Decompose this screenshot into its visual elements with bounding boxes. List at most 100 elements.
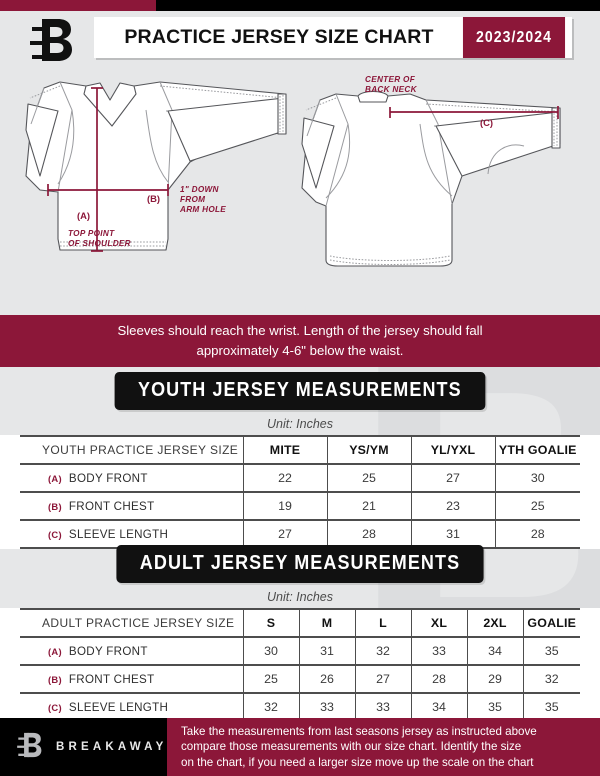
table-row: (C) SLEEVE LENGTH 32 33 33 34 35 35 xyxy=(20,693,580,722)
footer-brand-name: BREAKAWAY xyxy=(56,741,168,753)
label-c-note-2: BACK NECK xyxy=(365,85,418,94)
youth-row-b-tag: (B) xyxy=(48,500,62,512)
label-b-note-2: FROM xyxy=(180,195,205,204)
youth-section: YOUTH JERSEY MEASUREMENTS Unit: Inches Y… xyxy=(0,372,600,549)
youth-section-title: YOUTH JERSEY MEASUREMENTS xyxy=(114,372,486,410)
youth-c-mite: 27 xyxy=(243,520,328,549)
table-row: (A) BODY FRONT 22 25 27 30 xyxy=(20,464,580,493)
adult-col-l: L xyxy=(355,608,412,638)
adult-a-goalie: 35 xyxy=(523,637,580,666)
breakaway-b-logo-icon xyxy=(28,15,80,65)
youth-row-header: YOUTH PRACTICE JERSEY SIZE xyxy=(20,435,244,465)
table-header-row: YOUTH PRACTICE JERSEY SIZE MITE YS/YM YL… xyxy=(20,435,580,465)
adult-b-xl: 28 xyxy=(411,665,468,694)
adult-row-c-label: (C) SLEEVE LENGTH xyxy=(20,693,244,722)
adult-a-l: 32 xyxy=(355,637,412,666)
youth-row-c-label: (C) SLEEVE LENGTH xyxy=(20,520,244,549)
youth-row-b-text: FRONT CHEST xyxy=(68,499,155,513)
season-badge: 2023/2024 xyxy=(462,17,566,58)
fit-note-banner: Sleeves should reach the wrist. Length o… xyxy=(0,315,600,367)
fit-note-line-2: approximately 4-6" below the waist. xyxy=(196,343,404,358)
adult-row-a-label: (A) BODY FRONT xyxy=(20,637,244,666)
footer-brand-block: BREAKAWAY xyxy=(0,718,167,776)
adult-table-band: ADULT PRACTICE JERSEY SIZE S M L XL 2XL … xyxy=(0,608,600,722)
youth-b-ysym: 21 xyxy=(327,492,412,521)
adult-a-s: 30 xyxy=(243,637,300,666)
youth-col-ysym: YS/YM xyxy=(327,435,412,465)
label-a-tag: (A) xyxy=(77,210,90,221)
top-strip-maroon xyxy=(0,0,156,11)
youth-c-ysym: 28 xyxy=(327,520,412,549)
youth-a-ysym: 25 xyxy=(327,464,412,493)
youth-row-a-tag: (A) xyxy=(48,472,62,484)
adult-row-c-text: SLEEVE LENGTH xyxy=(68,700,169,714)
adult-b-s: 25 xyxy=(243,665,300,694)
adult-row-a-tag: (A) xyxy=(48,645,62,657)
youth-a-ythgoalie: 30 xyxy=(495,464,580,493)
adult-c-m: 33 xyxy=(299,693,356,722)
youth-a-ylyxl: 27 xyxy=(411,464,496,493)
table-header-row: ADULT PRACTICE JERSEY SIZE S M L XL 2XL … xyxy=(20,608,580,638)
table-row: (C) SLEEVE LENGTH 27 28 31 28 xyxy=(20,520,580,549)
jersey-diagrams: .jf{fill:#ffffff;stroke:#55565a;stroke-w… xyxy=(0,64,600,314)
adult-section: ADULT JERSEY MEASUREMENTS Unit: Inches A… xyxy=(0,545,600,722)
adult-b-m: 26 xyxy=(299,665,356,694)
footer-line-2: compare those measurements with our size… xyxy=(181,740,522,754)
page-footer: BREAKAWAY Take the measurements from las… xyxy=(0,718,600,776)
adult-c-s: 32 xyxy=(243,693,300,722)
table-row: (B) FRONT CHEST 19 21 23 25 xyxy=(20,492,580,521)
footer-instructions: Take the measurements from last seasons … xyxy=(167,718,600,776)
label-c-tag: (C) xyxy=(480,117,493,128)
adult-size-table: ADULT PRACTICE JERSEY SIZE S M L XL 2XL … xyxy=(20,608,580,722)
youth-row-a-text: BODY FRONT xyxy=(68,471,148,485)
adult-unit-label: Unit: Inches xyxy=(266,590,333,604)
youth-a-mite: 22 xyxy=(243,464,328,493)
youth-row-b-label: (B) FRONT CHEST xyxy=(20,492,244,521)
label-b-tag: (B) xyxy=(147,193,160,204)
label-c-note-1: CENTER OF xyxy=(365,75,416,84)
adult-a-2xl: 34 xyxy=(467,637,524,666)
title-bar: PRACTICE JERSEY SIZE CHART 2023/2024 xyxy=(94,17,572,58)
label-a-note-2: OF SHOULDER xyxy=(68,239,131,248)
adult-col-m: M xyxy=(299,608,356,638)
youth-col-mite: MITE xyxy=(243,435,328,465)
breakaway-b-logo-icon xyxy=(16,730,46,765)
fit-note-line-1: Sleeves should reach the wrist. Length o… xyxy=(117,323,483,338)
adult-col-s: S xyxy=(243,608,300,638)
adult-a-m: 31 xyxy=(299,637,356,666)
youth-c-ythgoalie: 28 xyxy=(495,520,580,549)
jersey-back-illustration: (C) CENTER OF BACK NECK xyxy=(301,75,561,267)
jersey-front-illustration: (B) (A) TOP POINT OF SHOULDER 1" DOWN FR… xyxy=(25,81,287,252)
youth-b-mite: 19 xyxy=(243,492,328,521)
label-b-note-1: 1" DOWN xyxy=(180,185,220,194)
footer-line-3: on the chart, if you need a larger size … xyxy=(181,755,534,769)
adult-b-2xl: 29 xyxy=(467,665,524,694)
adult-row-b-tag: (B) xyxy=(48,673,62,685)
youth-b-ythgoalie: 25 xyxy=(495,492,580,521)
youth-row-c-tag: (C) xyxy=(48,528,62,540)
youth-row-a-label: (A) BODY FRONT xyxy=(20,464,244,493)
adult-col-goalie: GOALIE xyxy=(523,608,580,638)
youth-table-band: YOUTH PRACTICE JERSEY SIZE MITE YS/YM YL… xyxy=(0,435,600,549)
adult-section-title: ADULT JERSEY MEASUREMENTS xyxy=(116,545,484,583)
adult-c-l: 33 xyxy=(355,693,412,722)
adult-col-2xl: 2XL xyxy=(467,608,524,638)
adult-c-goalie: 35 xyxy=(523,693,580,722)
adult-row-header: ADULT PRACTICE JERSEY SIZE xyxy=(20,608,244,638)
footer-line-1: Take the measurements from last seasons … xyxy=(181,724,537,738)
adult-row-a-text: BODY FRONT xyxy=(68,644,148,658)
youth-unit-label: Unit: Inches xyxy=(266,417,333,431)
adult-row-c-tag: (C) xyxy=(48,701,62,713)
youth-size-table: YOUTH PRACTICE JERSEY SIZE MITE YS/YM YL… xyxy=(20,435,580,549)
page-title: PRACTICE JERSEY SIZE CHART xyxy=(124,26,434,48)
table-row: (B) FRONT CHEST 25 26 27 28 29 32 xyxy=(20,665,580,694)
adult-c-2xl: 35 xyxy=(467,693,524,722)
table-row: (A) BODY FRONT 30 31 32 33 34 35 xyxy=(20,637,580,666)
label-a-note-1: TOP POINT xyxy=(68,229,115,238)
adult-col-xl: XL xyxy=(411,608,468,638)
page-header: PRACTICE JERSEY SIZE CHART 2023/2024 xyxy=(0,11,600,64)
adult-c-xl: 34 xyxy=(411,693,468,722)
adult-a-xl: 33 xyxy=(411,637,468,666)
label-b-note-3: ARM HOLE xyxy=(179,205,226,214)
